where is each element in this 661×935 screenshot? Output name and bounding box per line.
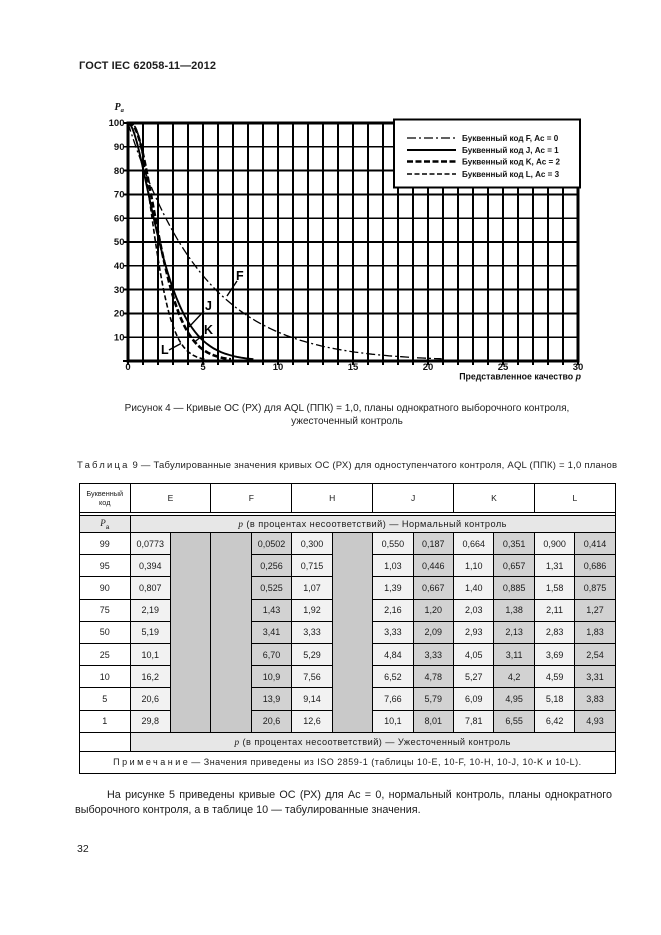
svg-text:20: 20 (423, 362, 434, 373)
svg-text:Буквенный код F, Ас = 0: Буквенный код F, Ас = 0 (462, 134, 559, 143)
svg-text:F: F (236, 269, 244, 283)
svg-text:15: 15 (348, 362, 359, 373)
svg-text:30: 30 (573, 362, 584, 373)
svg-text:J: J (205, 299, 212, 313)
svg-text:70: 70 (114, 190, 125, 201)
svg-text:20: 20 (114, 309, 125, 320)
svg-text:0: 0 (125, 362, 130, 373)
svg-text:100: 100 (109, 118, 125, 129)
svg-text:K: K (204, 323, 213, 337)
svg-text:25: 25 (498, 362, 509, 373)
svg-text:5: 5 (200, 362, 206, 373)
svg-text:Pa: Pa (115, 102, 125, 114)
svg-text:50: 50 (114, 237, 125, 248)
svg-text:90: 90 (114, 142, 125, 153)
svg-text:60: 60 (114, 213, 125, 224)
svg-text:10: 10 (114, 332, 125, 343)
svg-text:Буквенный код J, Ас = 1: Буквенный код J, Ас = 1 (462, 146, 559, 155)
svg-text:40: 40 (114, 261, 125, 272)
svg-text:80: 80 (114, 166, 125, 177)
svg-text:Буквенный код L, Ас = 3: Буквенный код L, Ас = 3 (462, 170, 560, 179)
svg-text:30: 30 (114, 285, 125, 296)
svg-text:Буквенный код K, Ас = 2: Буквенный код K, Ас = 2 (462, 157, 561, 166)
svg-text:L: L (161, 343, 169, 357)
svg-text:Представленное качество p: Представленное качество p (459, 372, 581, 382)
svg-text:10: 10 (273, 362, 284, 373)
